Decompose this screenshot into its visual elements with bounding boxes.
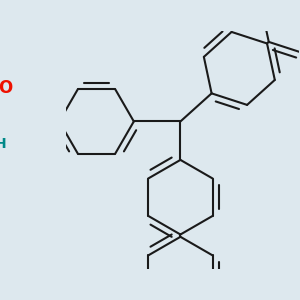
Text: O: O <box>0 79 13 97</box>
Text: H: H <box>0 137 7 151</box>
